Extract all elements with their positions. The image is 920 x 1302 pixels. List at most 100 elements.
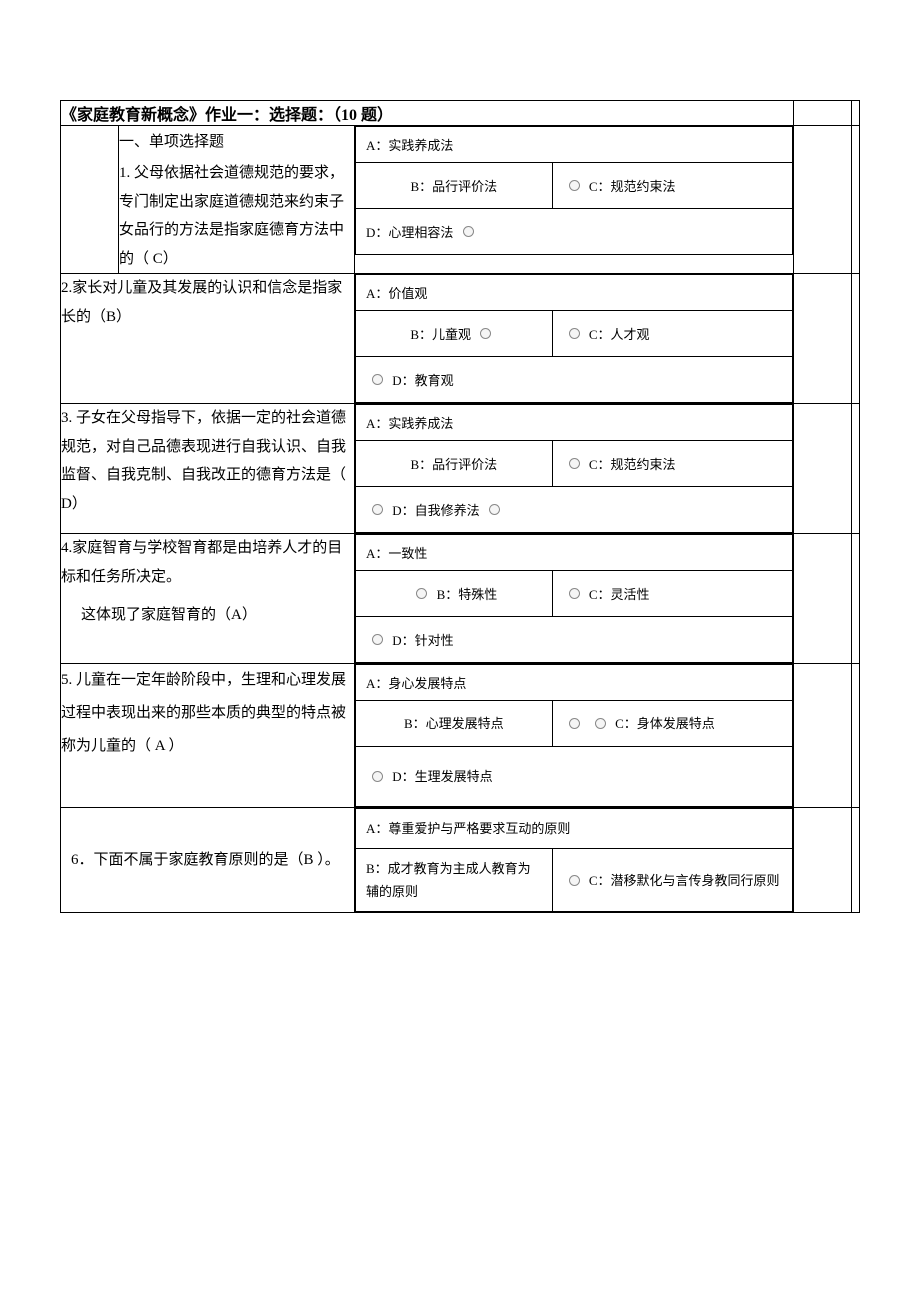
q3-text-cell: 3. 子女在父母指导下，依据一定的社会道德规范，对自己品德表现进行自我认识、自我… — [61, 404, 355, 534]
q5-question-text: 5. 儿童在一定年龄阶段中，生理和心理发展过程中表现出来的那些本质的典型的特点被… — [61, 664, 354, 763]
q3-d-label: D：自我修养法 — [392, 503, 479, 518]
q6-option-b: B：成才教育为主成人教育为辅的原则 — [356, 849, 553, 912]
q4-options: A：一致性 B：特殊性 C：灵活性 — [355, 534, 794, 664]
spacer-right — [794, 126, 852, 274]
spacer-right — [794, 404, 852, 534]
spacer-right2 — [852, 274, 860, 404]
radio-icon[interactable] — [569, 328, 580, 339]
q3-option-b: B：品行评价法 — [356, 441, 553, 487]
question-1-row: 一、单项选择题 1. 父母依据社会道德规范的要求，专门制定出家庭道德规范来约束子… — [61, 126, 860, 274]
radio-icon[interactable] — [489, 504, 500, 515]
main-table: 《家庭教育新概念》作业一：选择题：（10 题） 一、单项选择题 1. 父母依据社… — [60, 100, 860, 913]
q4-option-d: D：针对性 — [356, 617, 793, 663]
q2-question-text: 2.家长对儿童及其发展的认识和信念是指家长的（B） — [61, 274, 354, 331]
q6-option-c: C：潜移默化与言传身教同行原则 — [552, 849, 792, 912]
q3-b-label: B：品行评价法 — [410, 457, 497, 472]
q1-option-c: C：规范约束法 — [552, 163, 792, 209]
q1-b-label: B：品行评价法 — [410, 179, 497, 194]
spacer-right — [794, 808, 852, 913]
q2-option-c: C：人才观 — [552, 311, 792, 357]
q5-option-d: D：生理发展特点 — [356, 747, 793, 807]
q3-option-d: D：自我修养法 — [356, 487, 793, 533]
q4-question-text1: 4.家庭智育与学校智育都是由培养人才的目标和任务所决定。 — [61, 534, 354, 591]
radio-icon[interactable] — [463, 226, 474, 237]
q5-a-label: A：身心发展特点 — [366, 676, 466, 691]
radio-icon[interactable] — [569, 875, 580, 886]
q1-d-label: D：心理相容法 — [366, 225, 453, 240]
q5-options: A：身心发展特点 B：心理发展特点 C：身体发展特点 — [355, 664, 794, 808]
q6-options-table: A：尊重爱护与严格要求互动的原则 B：成才教育为主成人教育为辅的原则 C：潜移默… — [355, 808, 793, 912]
q2-option-a: A：价值观 — [356, 275, 793, 311]
spacer-right2 — [852, 534, 860, 664]
radio-icon[interactable] — [569, 458, 580, 469]
q1-options: A：实践养成法 B：品行评价法 C：规范约束法 — [355, 126, 794, 274]
radio-icon[interactable] — [372, 504, 383, 515]
q2-options: A：价值观 B：儿童观 C：人才观 — [355, 274, 794, 404]
q2-options-table: A：价值观 B：儿童观 C：人才观 — [355, 274, 793, 403]
q4-d-label: D：针对性 — [392, 633, 453, 648]
q1-a-label: A：实践养成法 — [366, 138, 453, 153]
q5-c-label: C：身体发展特点 — [615, 716, 715, 731]
q4-c-label: C：灵活性 — [589, 587, 650, 602]
radio-icon[interactable] — [416, 588, 427, 599]
radio-icon[interactable] — [372, 771, 383, 782]
q1-option-b: B：品行评价法 — [356, 163, 553, 209]
q2-text-cell: 2.家长对儿童及其发展的认识和信念是指家长的（B） — [61, 274, 355, 404]
q3-options: A：实践养成法 B：品行评价法 C：规范约束法 — [355, 404, 794, 534]
spacer-right2 — [852, 404, 860, 534]
spacer-right2 — [852, 101, 860, 126]
title-text: 《家庭教育新概念》作业一：选择题：（10 题） — [61, 107, 393, 124]
q4-option-c: C：灵活性 — [552, 571, 792, 617]
question-4-row: 4.家庭智育与学校智育都是由培养人才的目标和任务所决定。 这体现了家庭智育的（A… — [61, 534, 860, 664]
q4-option-b: B：特殊性 — [356, 571, 553, 617]
spacer-right2 — [852, 808, 860, 913]
q1-c-label: C：规范约束法 — [589, 179, 676, 194]
spacer-right — [794, 274, 852, 404]
q1-text-cell: 一、单项选择题 1. 父母依据社会道德规范的要求，专门制定出家庭道德规范来约束子… — [119, 126, 355, 274]
spacer-right — [794, 664, 852, 808]
q6-question-text: 6．下面不属于家庭教育原则的是（B ）。 — [61, 846, 354, 875]
q5-options-table: A：身心发展特点 B：心理发展特点 C：身体发展特点 — [355, 664, 793, 807]
q6-text-cell: 6．下面不属于家庭教育原则的是（B ）。 — [61, 808, 355, 913]
spacer-right — [794, 534, 852, 664]
q6-b-label: B：成才教育为主成人教育为辅的原则 — [366, 861, 531, 899]
radio-icon[interactable] — [569, 180, 580, 191]
radio-icon[interactable] — [595, 718, 606, 729]
q6-c-label: C：潜移默化与言传身教同行原则 — [589, 873, 780, 888]
radio-icon[interactable] — [569, 588, 580, 599]
q2-d-label: D：教育观 — [392, 373, 453, 388]
q4-option-a: A：一致性 — [356, 535, 793, 571]
q5-option-c: C：身体发展特点 — [552, 701, 792, 747]
q3-option-c: C：规范约束法 — [552, 441, 792, 487]
document-page: 《家庭教育新概念》作业一：选择题：（10 题） 一、单项选择题 1. 父母依据社… — [0, 0, 920, 973]
q4-b-label: B：特殊性 — [437, 587, 498, 602]
spacer-right2 — [852, 126, 860, 274]
q1-options-table: A：实践养成法 B：品行评价法 C：规范约束法 — [355, 126, 793, 255]
q4-a-label: A：一致性 — [366, 546, 427, 561]
q3-a-label: A：实践养成法 — [366, 416, 453, 431]
radio-icon[interactable] — [372, 634, 383, 645]
question-2-row: 2.家长对儿童及其发展的认识和信念是指家长的（B） A：价值观 B：儿童观 — [61, 274, 860, 404]
q2-b-label: B：儿童观 — [410, 327, 471, 342]
q3-options-table: A：实践养成法 B：品行评价法 C：规范约束法 — [355, 404, 793, 533]
question-5-row: 5. 儿童在一定年龄阶段中，生理和心理发展过程中表现出来的那些本质的典型的特点被… — [61, 664, 860, 808]
q5-option-b: B：心理发展特点 — [356, 701, 553, 747]
spacer-right — [794, 101, 852, 126]
q5-option-a: A：身心发展特点 — [356, 665, 793, 701]
q1-option-d: D：心理相容法 — [356, 209, 793, 255]
q4-options-table: A：一致性 B：特殊性 C：灵活性 — [355, 534, 793, 663]
section-subtitle: 一、单项选择题 — [119, 126, 354, 159]
q4-question-text2: 这体现了家庭智育的（A） — [61, 601, 354, 630]
radio-icon[interactable] — [372, 374, 383, 385]
q5-text-cell: 5. 儿童在一定年龄阶段中，生理和心理发展过程中表现出来的那些本质的典型的特点被… — [61, 664, 355, 808]
q5-b-label: B：心理发展特点 — [404, 716, 504, 731]
q1-left-spacer — [61, 126, 119, 274]
page-title: 《家庭教育新概念》作业一：选择题：（10 题） — [61, 101, 794, 126]
q2-c-label: C：人才观 — [589, 327, 650, 342]
q2-option-b: B：儿童观 — [356, 311, 553, 357]
q6-options: A：尊重爱护与严格要求互动的原则 B：成才教育为主成人教育为辅的原则 C：潜移默… — [355, 808, 794, 913]
radio-icon[interactable] — [480, 328, 491, 339]
radio-icon[interactable] — [569, 718, 580, 729]
spacer-right2 — [852, 664, 860, 808]
q6-a-label: A：尊重爱护与严格要求互动的原则 — [366, 821, 570, 836]
